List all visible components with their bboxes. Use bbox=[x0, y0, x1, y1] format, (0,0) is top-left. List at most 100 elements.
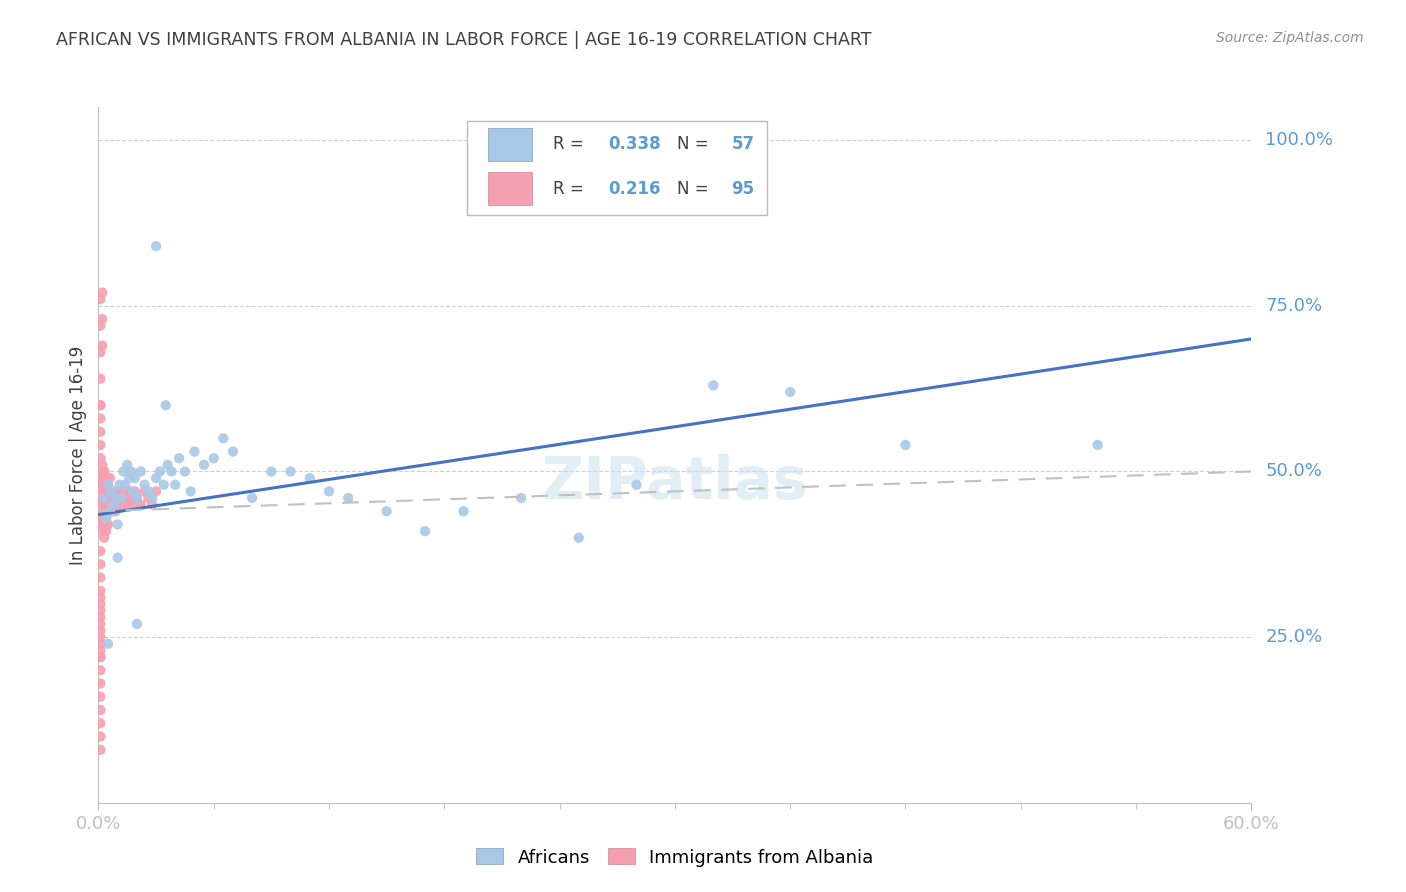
Point bbox=[180, 484, 202, 499]
Point bbox=[134, 484, 156, 499]
Text: N =: N = bbox=[678, 179, 714, 198]
Point bbox=[117, 458, 138, 472]
Point bbox=[149, 465, 172, 479]
Point bbox=[107, 550, 129, 565]
Point bbox=[98, 504, 121, 518]
Point bbox=[89, 624, 111, 638]
Point bbox=[702, 378, 724, 392]
Point bbox=[167, 451, 190, 466]
Point bbox=[298, 471, 321, 485]
FancyBboxPatch shape bbox=[488, 172, 531, 205]
Point bbox=[93, 504, 115, 518]
Point bbox=[894, 438, 917, 452]
Point bbox=[134, 477, 156, 491]
Point bbox=[125, 491, 148, 505]
Point bbox=[112, 484, 135, 499]
Point bbox=[107, 498, 129, 512]
Point bbox=[98, 471, 121, 485]
Point bbox=[89, 743, 111, 757]
Point bbox=[94, 524, 117, 538]
Text: R =: R = bbox=[553, 179, 589, 198]
Point bbox=[101, 504, 124, 518]
Point bbox=[89, 630, 111, 644]
Point bbox=[93, 465, 115, 479]
Point bbox=[318, 484, 340, 499]
Point bbox=[183, 444, 205, 458]
Point bbox=[104, 491, 127, 505]
Point bbox=[193, 458, 215, 472]
Point bbox=[89, 643, 111, 657]
Point bbox=[91, 312, 114, 326]
Y-axis label: In Labor Force | Age 16-19: In Labor Force | Age 16-19 bbox=[69, 345, 87, 565]
Point bbox=[141, 491, 163, 505]
Point bbox=[89, 345, 111, 359]
Point bbox=[93, 504, 115, 518]
Point bbox=[260, 465, 283, 479]
Point bbox=[93, 517, 115, 532]
Point bbox=[138, 491, 160, 505]
Point bbox=[510, 491, 533, 505]
Text: N =: N = bbox=[678, 136, 714, 153]
Point bbox=[122, 484, 145, 499]
Point bbox=[568, 531, 591, 545]
Point bbox=[91, 471, 114, 485]
Point bbox=[89, 491, 111, 505]
Text: 100.0%: 100.0% bbox=[1265, 131, 1333, 149]
Point bbox=[93, 531, 115, 545]
Point bbox=[122, 498, 145, 512]
Point bbox=[124, 471, 146, 485]
Point bbox=[91, 484, 114, 499]
Point bbox=[202, 451, 225, 466]
Point bbox=[124, 484, 146, 499]
Point bbox=[89, 558, 111, 572]
Point bbox=[779, 384, 801, 399]
Point bbox=[165, 477, 187, 491]
Point bbox=[97, 477, 120, 491]
Point bbox=[112, 465, 135, 479]
Point bbox=[626, 477, 648, 491]
Point bbox=[413, 524, 436, 538]
Point bbox=[114, 477, 136, 491]
Point bbox=[107, 517, 129, 532]
Point bbox=[89, 504, 111, 518]
Text: Source: ZipAtlas.com: Source: ZipAtlas.com bbox=[1216, 31, 1364, 45]
Point bbox=[280, 465, 302, 479]
Text: ZIPatlas: ZIPatlas bbox=[541, 454, 808, 511]
Point bbox=[89, 544, 111, 558]
Point bbox=[93, 477, 115, 491]
Point bbox=[240, 491, 263, 505]
Point bbox=[104, 491, 127, 505]
Point bbox=[89, 465, 111, 479]
Text: 25.0%: 25.0% bbox=[1265, 628, 1323, 646]
Point bbox=[89, 716, 111, 731]
Text: AFRICAN VS IMMIGRANTS FROM ALBANIA IN LABOR FORCE | AGE 16-19 CORRELATION CHART: AFRICAN VS IMMIGRANTS FROM ALBANIA IN LA… bbox=[56, 31, 872, 49]
Point bbox=[94, 484, 117, 499]
Point bbox=[89, 616, 111, 631]
Point bbox=[89, 398, 111, 412]
Point bbox=[89, 730, 111, 744]
Point bbox=[89, 690, 111, 704]
Point bbox=[152, 477, 174, 491]
Point bbox=[103, 484, 125, 499]
Point bbox=[145, 471, 167, 485]
Legend: Africans, Immigrants from Albania: Africans, Immigrants from Albania bbox=[468, 841, 882, 874]
Point bbox=[89, 292, 111, 306]
Point bbox=[212, 431, 235, 445]
Point bbox=[145, 239, 167, 253]
Point bbox=[89, 477, 111, 491]
Text: 0.338: 0.338 bbox=[607, 136, 661, 153]
Point bbox=[91, 511, 114, 525]
Point bbox=[94, 511, 117, 525]
Point bbox=[97, 477, 120, 491]
Point bbox=[98, 484, 121, 499]
Point bbox=[117, 498, 138, 512]
Point bbox=[1087, 438, 1109, 452]
Point bbox=[91, 498, 114, 512]
Point bbox=[93, 477, 115, 491]
Point bbox=[107, 484, 129, 499]
Point bbox=[89, 517, 111, 532]
Point bbox=[89, 650, 111, 665]
Point bbox=[141, 498, 163, 512]
Point bbox=[89, 591, 111, 605]
Point bbox=[89, 398, 111, 412]
